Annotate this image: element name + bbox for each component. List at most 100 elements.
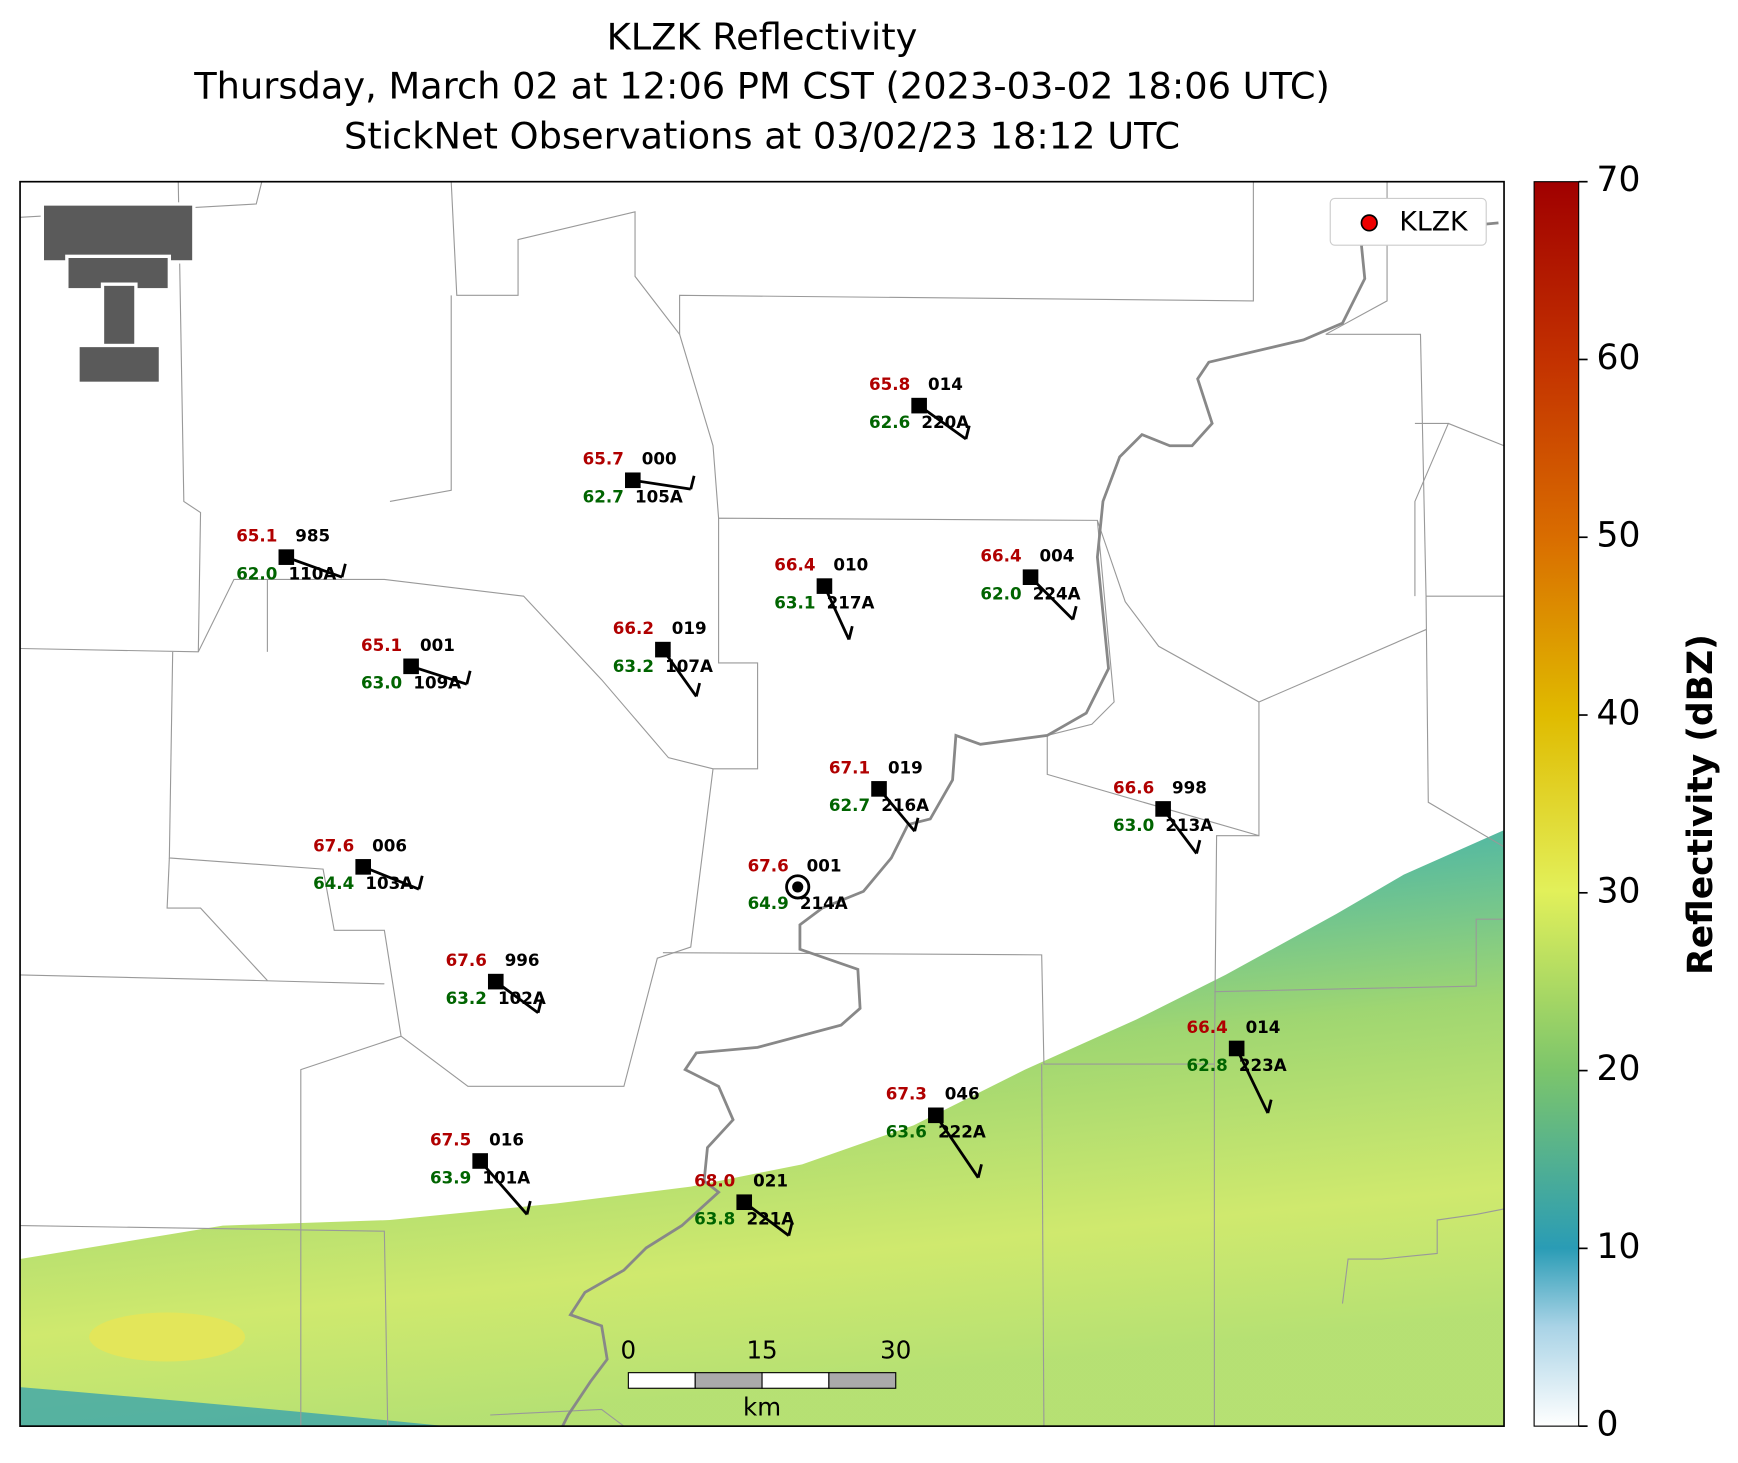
- station-marker: [403, 658, 419, 675]
- colorbar: [1533, 181, 1580, 1427]
- station-marker: [911, 397, 927, 414]
- colorbar-tick-label: 20: [1597, 1049, 1641, 1089]
- wind-barb-flag: [913, 817, 920, 832]
- dewpoint: 63.6: [886, 1122, 927, 1142]
- station-id: 107A: [665, 656, 713, 676]
- dewpoint: 62.7: [829, 795, 870, 815]
- temperature: 65.1: [236, 526, 277, 546]
- dewpoint: 64.4: [313, 873, 354, 893]
- wind-barb: [410, 664, 468, 686]
- colorbar-tick-label: 30: [1597, 871, 1641, 911]
- scale-tick-label: 0: [621, 1335, 637, 1364]
- station-marker: [928, 1107, 944, 1124]
- dewpoint: 63.8: [694, 1209, 735, 1229]
- pressure: 014: [1246, 1017, 1281, 1037]
- station-id: 223A: [1239, 1055, 1287, 1075]
- pressure: 019: [888, 757, 923, 777]
- station-id: 110A: [289, 563, 337, 583]
- dewpoint: 62.0: [980, 584, 1021, 604]
- wind-barb-flag: [1195, 839, 1202, 854]
- radar-echo: [89, 1312, 246, 1362]
- wind-barb-flag: [525, 1200, 532, 1215]
- title: KLZK Reflectivity: [607, 16, 918, 59]
- station-marker: [1155, 801, 1171, 817]
- station-id: 103A: [365, 873, 413, 893]
- dewpoint: 62.0: [236, 563, 277, 583]
- station-marker: [736, 1194, 753, 1211]
- wind-barb-flag: [465, 670, 472, 685]
- wind-barb-flag: [417, 875, 424, 890]
- station-marker: [625, 472, 641, 489]
- station-marker: [472, 1153, 488, 1169]
- wind-barb-flag: [694, 682, 702, 697]
- pressure: 019: [672, 618, 707, 638]
- pressure: 001: [807, 855, 842, 875]
- station-marker: [785, 874, 811, 900]
- wind-barb-flag: [847, 625, 854, 640]
- wind-barb: [632, 478, 691, 491]
- radar-echo: [20, 830, 1505, 1427]
- colorbar-tick-label: 70: [1597, 160, 1641, 200]
- pressure: 010: [833, 555, 868, 575]
- station-marker: [792, 881, 804, 893]
- station-id: 213A: [1165, 815, 1213, 835]
- wind-barb-flag: [976, 1163, 983, 1179]
- pressure: 046: [945, 1084, 980, 1104]
- colorbar-label: Reflectivity (dBZ): [1681, 634, 1721, 975]
- temperature: 67.5: [430, 1129, 471, 1149]
- station-id: 214A: [800, 893, 848, 913]
- pressure: 016: [489, 1129, 524, 1149]
- station-id: 101A: [482, 1167, 530, 1187]
- temperature: 68.0: [694, 1171, 735, 1191]
- subtitle: StickNet Observations at 03/02/23 18:12 …: [344, 115, 1180, 158]
- logo: [40, 202, 196, 386]
- wind-barb-flag: [536, 999, 543, 1014]
- temperature: 66.4: [1187, 1017, 1228, 1037]
- pressure: 998: [1172, 777, 1207, 797]
- map-area: [20, 181, 1505, 1427]
- pressure: 000: [642, 449, 677, 469]
- dewpoint: 63.0: [1113, 815, 1154, 835]
- wind-barb-flag: [787, 1221, 794, 1236]
- pressure: 996: [505, 950, 540, 970]
- dewpoint: 62.7: [583, 487, 624, 507]
- station-marker: [487, 973, 504, 990]
- station-marker: [655, 641, 671, 658]
- map-frame: [19, 180, 1505, 1427]
- pressure: 004: [1039, 546, 1074, 566]
- subtitle: Thursday, March 02 at 12:06 PM CST (2023…: [193, 65, 1330, 108]
- colorbar-tick-label: 50: [1597, 516, 1641, 556]
- station-marker: [355, 859, 371, 875]
- temperature: 67.6: [313, 835, 354, 855]
- station-id: 217A: [827, 592, 875, 612]
- station-marker: [871, 781, 887, 797]
- dewpoint: 63.2: [613, 656, 654, 676]
- wind-barb-flag: [689, 475, 696, 490]
- scale-bar: km: [743, 1392, 781, 1421]
- temperature: 66.2: [613, 618, 654, 638]
- scale-segment: [627, 1372, 696, 1389]
- legend-marker: [1360, 214, 1378, 232]
- temperature: 67.6: [748, 855, 789, 875]
- county-borders: [20, 181, 1505, 1427]
- scale-tick-label: 15: [746, 1335, 777, 1364]
- scale-unit: km: [743, 1392, 781, 1421]
- temperature: 66.4: [980, 546, 1021, 566]
- wind-barb: [823, 585, 851, 641]
- temperature: 65.7: [583, 449, 624, 469]
- station-id: 216A: [881, 795, 929, 815]
- wind-barb: [479, 1160, 529, 1216]
- wind-barb-flag: [1071, 605, 1078, 620]
- station-id: 105A: [635, 487, 683, 507]
- station-marker: [1228, 1040, 1245, 1057]
- dewpoint: 63.2: [446, 988, 487, 1008]
- dewpoint: 63.0: [361, 673, 402, 693]
- dewpoint: 64.9: [748, 893, 789, 913]
- wind-barb: [1235, 1047, 1270, 1114]
- legend-label: KLZK: [1399, 206, 1469, 237]
- colorbar-tick-label: 40: [1597, 694, 1641, 734]
- legend-box: [1329, 197, 1487, 246]
- dewpoint: 63.9: [430, 1167, 471, 1187]
